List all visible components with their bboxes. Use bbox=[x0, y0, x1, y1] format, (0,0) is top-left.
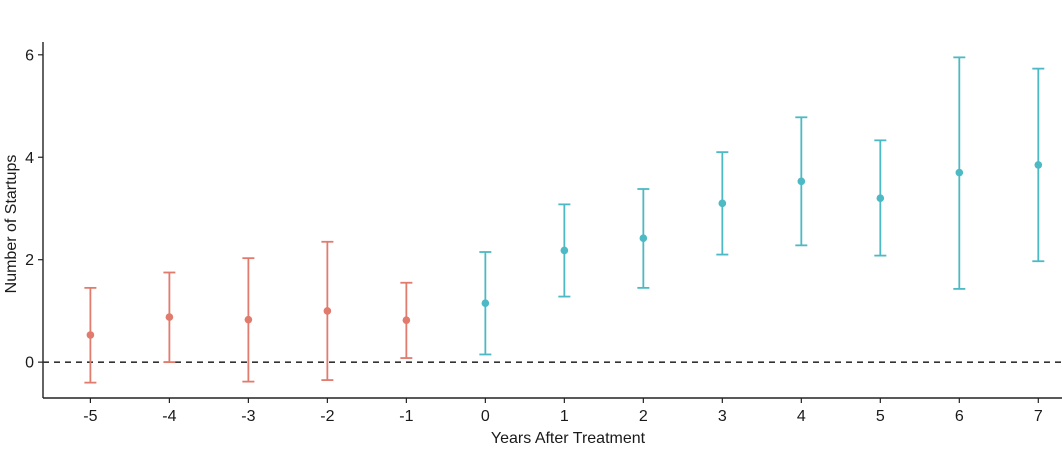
data-point bbox=[244, 315, 253, 324]
data-point bbox=[797, 177, 806, 186]
x-tick-label: -3 bbox=[241, 408, 255, 425]
y-tick-label: 4 bbox=[25, 150, 34, 167]
data-point bbox=[955, 168, 964, 177]
x-tick-label: -5 bbox=[83, 408, 97, 425]
y-axis-title: Number of Startups bbox=[3, 155, 20, 294]
data-point bbox=[876, 194, 885, 203]
x-tick-label: -2 bbox=[320, 408, 334, 425]
data-point bbox=[402, 316, 411, 324]
x-axis-title: Years After Treatment bbox=[491, 430, 646, 447]
y-tick-label: 0 bbox=[25, 355, 34, 372]
data-point bbox=[639, 234, 648, 242]
data-point bbox=[560, 246, 569, 255]
y-tick-label: 2 bbox=[25, 252, 34, 269]
axes-layer: 0 2 4 6 -5 -4 -3 -2 -1 0 1 2 3 4 5 6 7 bbox=[25, 42, 1062, 425]
marks-layer bbox=[84, 56, 1045, 384]
data-point bbox=[86, 331, 95, 339]
x-tick-label: 5 bbox=[876, 408, 885, 425]
x-tick-label: 7 bbox=[1034, 408, 1043, 425]
data-point bbox=[165, 313, 174, 321]
data-point bbox=[1034, 161, 1043, 169]
data-point bbox=[481, 299, 490, 308]
x-tick-label: -4 bbox=[162, 408, 176, 425]
x-tick-label: 3 bbox=[718, 408, 727, 425]
data-point bbox=[323, 307, 332, 315]
x-tick-label: 1 bbox=[560, 408, 569, 425]
x-tick-label: 6 bbox=[955, 408, 964, 425]
x-tick-label: -1 bbox=[399, 408, 413, 425]
y-tick-label: 6 bbox=[25, 47, 34, 64]
data-point bbox=[718, 199, 727, 208]
x-tick-label: 2 bbox=[639, 408, 648, 425]
x-tick-label: 4 bbox=[797, 408, 806, 425]
x-tick-label: 0 bbox=[481, 408, 490, 425]
